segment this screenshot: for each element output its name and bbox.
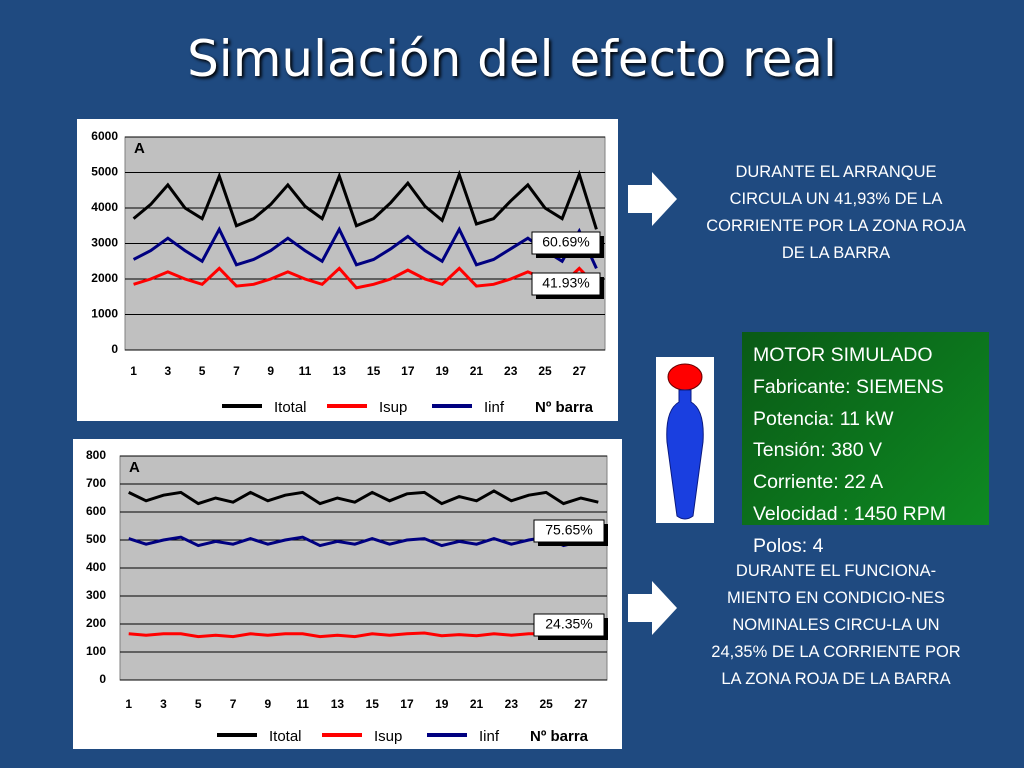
spec-line: Tensión: 380 V <box>753 439 883 462</box>
y-tick-label: 3000 <box>91 236 118 250</box>
x-tick-label: 11 <box>299 364 312 378</box>
x-tick-label: 9 <box>267 364 274 378</box>
note-line: MIENTO EN CONDICIO-NES <box>727 589 945 607</box>
series-line <box>128 489 599 506</box>
note-line: DE LA BARRA <box>781 244 891 262</box>
x-tick-label: 7 <box>230 697 237 711</box>
x-tick-label: 13 <box>331 697 345 711</box>
note-line: CORRIENTE POR LA ZONA ROJA <box>706 217 966 235</box>
y-tick-label: 4000 <box>91 200 118 214</box>
spec-line: Velocidad : 1450 RPM <box>753 502 946 525</box>
x-tick-label: 15 <box>367 364 381 378</box>
y-tick-label: 200 <box>86 616 106 630</box>
x-tick-label: 27 <box>574 697 588 711</box>
legend-label: Isup <box>374 728 402 745</box>
x-axis-label: Nº barra <box>535 399 594 416</box>
x-tick-label: 3 <box>160 697 167 711</box>
series-line <box>128 535 599 548</box>
x-tick-label: 3 <box>165 364 172 378</box>
spec-line: Potencia: 11 kW <box>753 407 894 430</box>
y-tick-label: 700 <box>86 476 106 490</box>
x-tick-label: 15 <box>366 697 380 711</box>
x-tick-label: 5 <box>199 364 206 378</box>
spec-line: Fabricante: SIEMENS <box>753 375 944 398</box>
y-tick-label: 0 <box>111 342 118 356</box>
y-tick-label: 400 <box>86 560 106 574</box>
annotation-box <box>533 519 605 543</box>
spec-line: Corriente: 22 A <box>753 471 884 494</box>
x-tick-label: 7 <box>233 364 240 378</box>
series-line <box>132 225 598 269</box>
motor-box <box>742 332 989 525</box>
x-tick-label: 11 <box>296 697 309 711</box>
annotation: 60.69% <box>542 234 589 250</box>
legend-label: Iinf <box>479 728 500 745</box>
y-tick-label: 1000 <box>91 307 118 321</box>
run-note: DURANTE EL FUNCIONA- MIENTO EN CONDICIO-N… <box>681 558 991 693</box>
x-tick-label: 13 <box>333 364 347 378</box>
arrow <box>628 172 677 226</box>
arrow <box>628 581 677 635</box>
x-tick-label: 21 <box>470 364 484 378</box>
series-line <box>132 169 598 230</box>
y-tick-label: 500 <box>86 532 106 546</box>
x-axis-label: Nº barra <box>530 728 589 745</box>
y-tick-label: 5000 <box>91 165 118 179</box>
spec-line: MOTOR SIMULADO <box>753 344 933 366</box>
note-line: DURANTE EL FUNCIONA- <box>735 562 937 580</box>
annotation-box <box>531 231 601 255</box>
y-tick-label: 6000 <box>91 129 118 143</box>
x-tick-label: 17 <box>401 364 415 378</box>
bar-icon <box>656 357 714 523</box>
slide-title: Simulación del efecto real <box>187 30 837 88</box>
x-tick-label: 1 <box>125 697 132 711</box>
note-line: NOMINALES CIRCU-LA UN <box>732 616 940 634</box>
y-axis-label: A <box>134 140 145 157</box>
annotation-box <box>531 272 601 296</box>
y-axis-label: A <box>129 459 140 476</box>
x-tick-label: 25 <box>539 697 553 711</box>
annotation-box <box>533 613 605 637</box>
note-line: CIRCULA UN 41,93% DE LA <box>729 190 943 208</box>
x-tick-label: 25 <box>538 364 552 378</box>
x-tick-label: 27 <box>573 364 587 378</box>
annotation: 24.35% <box>545 616 592 632</box>
annotation: 75.65% <box>545 522 592 538</box>
annotation: 41.93% <box>542 275 589 291</box>
y-tick-label: 800 <box>86 448 106 462</box>
legend-label: Itotal <box>274 399 307 416</box>
spec-line: Polos: 4 <box>753 534 824 557</box>
legend-label: Isup <box>379 399 407 416</box>
y-tick-label: 300 <box>86 588 106 602</box>
y-tick-label: 100 <box>86 644 106 658</box>
x-tick-label: 9 <box>264 697 271 711</box>
x-tick-label: 21 <box>470 697 484 711</box>
x-tick-label: 1 <box>130 364 137 378</box>
series-line <box>133 266 598 290</box>
motor-specs: MOTOR SIMULADO Fabricante: SIEMENS Potenci… <box>753 340 946 563</box>
legend-label: Itotal <box>269 728 302 745</box>
legend-label: Iinf <box>484 399 505 416</box>
y-tick-label: 2000 <box>91 271 118 285</box>
x-tick-label: 19 <box>435 364 449 378</box>
note-line: DURANTE EL ARRANQUE <box>735 163 937 181</box>
x-tick-label: 23 <box>504 364 518 378</box>
y-tick-label: 0 <box>99 672 106 686</box>
note-line: LA ZONA ROJA DE LA BARRA <box>721 670 951 688</box>
y-tick-label: 600 <box>86 504 106 518</box>
x-tick-label: 17 <box>400 697 414 711</box>
x-tick-label: 19 <box>435 697 449 711</box>
start-note: DURANTE EL ARRANQUE CIRCULA UN 41,93% DE … <box>681 159 991 267</box>
note-line: 24,35% DE LA CORRIENTE POR <box>711 643 961 661</box>
x-tick-label: 5 <box>195 697 202 711</box>
x-tick-label: 23 <box>505 697 519 711</box>
series-line <box>128 631 599 639</box>
